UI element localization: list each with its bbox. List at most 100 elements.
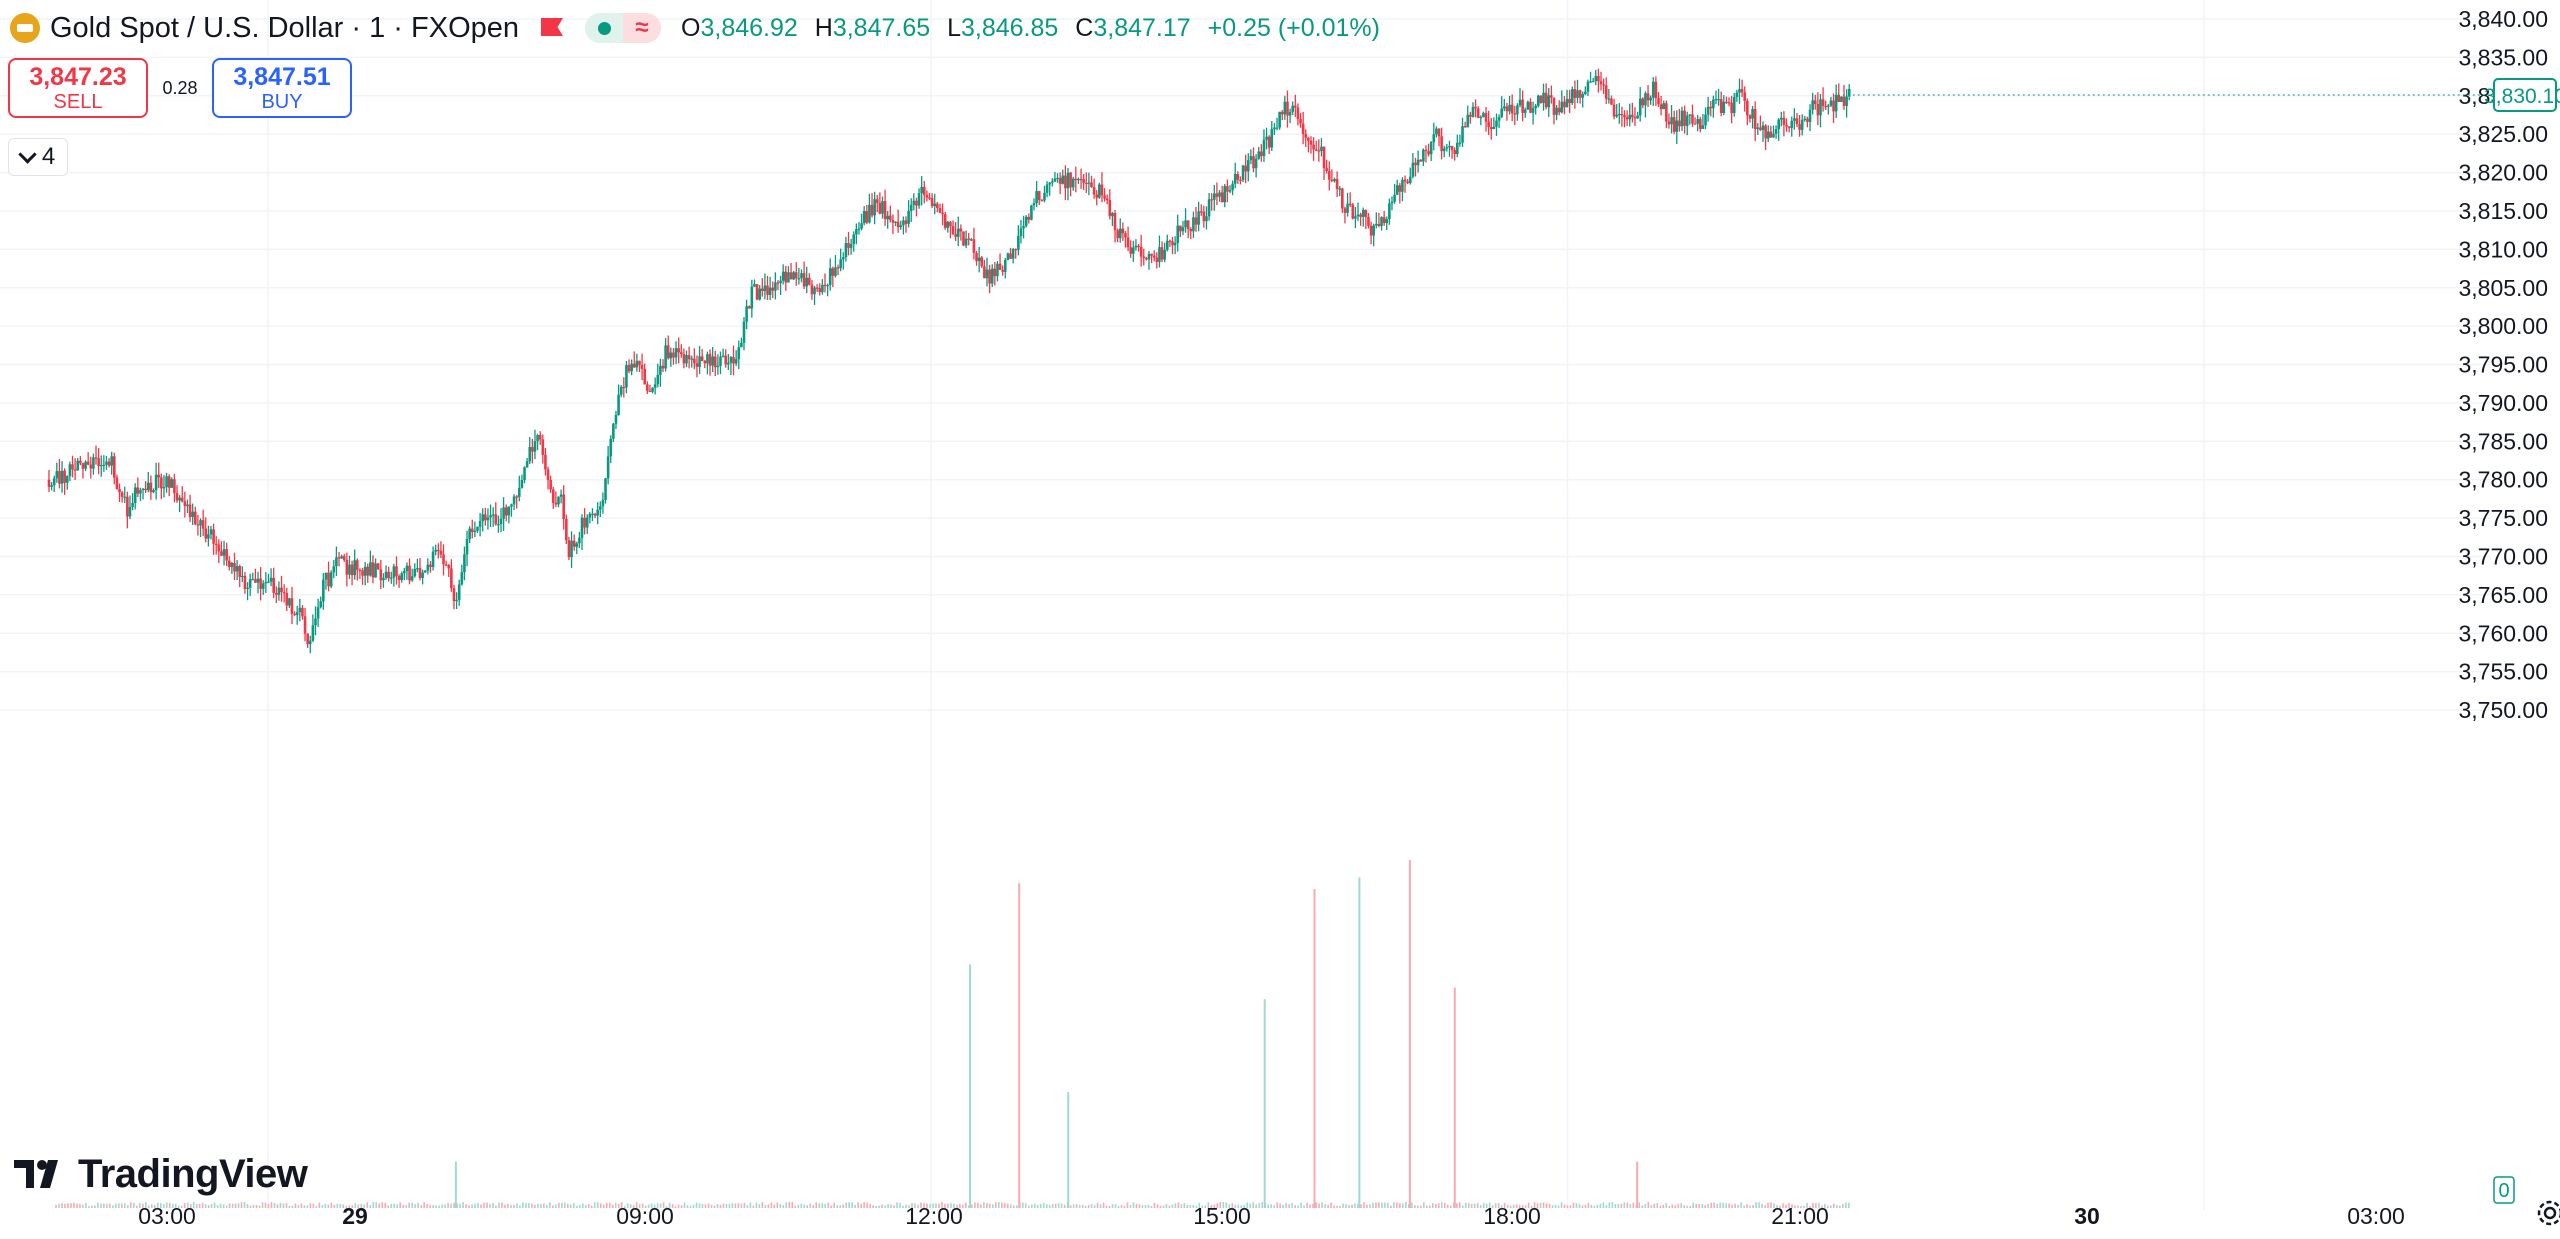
candle-body — [1053, 178, 1057, 182]
volume-bar — [1276, 1202, 1278, 1208]
candle-body — [813, 287, 816, 295]
candle-body — [753, 284, 756, 287]
candle-body — [146, 482, 150, 491]
symbol-title[interactable]: Gold Spot / U.S. Dollar · 1 · FXOpen — [50, 11, 520, 44]
candle-body — [1092, 187, 1096, 195]
price-tick-label: 3,785.00 — [2458, 428, 2548, 454]
candle-body — [504, 507, 508, 516]
price-axis[interactable]: 3,840.003,835.003,830.003,825.003,820.00… — [2458, 0, 2560, 1239]
candle-body — [1589, 81, 1592, 83]
candle-body — [834, 267, 837, 276]
candle-body — [1194, 217, 1198, 225]
indicators-toggle-button[interactable]: 4 — [8, 138, 68, 176]
candle-body — [734, 359, 738, 364]
volume-bar — [471, 1204, 473, 1208]
candle-body — [1552, 97, 1556, 115]
volume-bar — [79, 1203, 81, 1208]
volume-bar — [1228, 1204, 1231, 1208]
candle-body — [1842, 96, 1846, 106]
settings-gear-icon[interactable] — [2532, 1195, 2560, 1231]
candle-body — [133, 487, 137, 504]
volume-bar — [1590, 1204, 1593, 1208]
candle-body — [128, 507, 132, 517]
volume-bar — [1132, 1202, 1135, 1208]
flag-icon[interactable] — [541, 17, 563, 39]
candle-body — [1267, 136, 1271, 148]
volume-bar — [824, 1203, 827, 1208]
volume-bar — [94, 1205, 96, 1208]
volume-bar — [1384, 1202, 1386, 1208]
volume-bar — [818, 1203, 821, 1208]
volume-bar — [617, 1203, 620, 1208]
volume-bar — [1285, 1202, 1287, 1208]
candle-body — [254, 579, 257, 583]
volume-bar — [1273, 1205, 1275, 1208]
candle-body — [959, 228, 963, 232]
volume-bar — [360, 1203, 363, 1208]
candle-body — [1207, 199, 1211, 217]
volume-bar — [788, 1202, 791, 1208]
candle-body — [1322, 146, 1326, 169]
volume-bar — [1339, 1205, 1341, 1208]
sell-button[interactable]: 3,847.23 SELL — [8, 58, 148, 118]
candle-body — [875, 199, 879, 203]
buy-button[interactable]: 3,847.51 BUY — [212, 58, 352, 118]
volume-bar — [908, 1205, 910, 1208]
volume-bar — [174, 1203, 177, 1208]
volume-bar — [153, 1205, 156, 1208]
candle-body — [1307, 137, 1310, 141]
candle-body — [212, 529, 215, 544]
candle-body — [110, 456, 113, 466]
volume-bar — [273, 1202, 276, 1208]
volume-bar — [1420, 1205, 1422, 1208]
tradingview-watermark[interactable]: TradingView — [14, 1152, 308, 1197]
candle-body — [426, 564, 430, 571]
volume-bar — [1491, 1205, 1494, 1208]
candle-body — [917, 193, 921, 206]
candle-body — [570, 540, 573, 558]
candle-body — [447, 565, 451, 569]
volume-bar — [1369, 1204, 1371, 1208]
candle-body — [1233, 173, 1237, 184]
volume-bar — [878, 1205, 880, 1208]
candle-body — [781, 271, 785, 281]
volume-bar — [1548, 1203, 1551, 1208]
candle-body — [1419, 159, 1423, 162]
volume-bar — [914, 1203, 916, 1208]
candle-body — [303, 616, 307, 634]
volume-bar — [1423, 1202, 1425, 1208]
candle-body — [118, 488, 121, 493]
candle-body — [327, 572, 330, 587]
volume-bar — [420, 1205, 422, 1208]
candle-body — [1435, 128, 1438, 135]
volume-bar — [1075, 1204, 1078, 1208]
candle-body — [1408, 176, 1412, 183]
volume-bar — [150, 1204, 153, 1208]
candle-body — [983, 266, 986, 279]
volume-bar — [800, 1203, 803, 1208]
volume-bar — [348, 1205, 351, 1208]
candle-body — [1696, 119, 1699, 124]
volume-bar — [1078, 1204, 1081, 1208]
volume-bar — [680, 1205, 683, 1208]
volume-bar — [1839, 1205, 1841, 1208]
volume-bar — [441, 1204, 443, 1208]
candle-body — [1542, 92, 1545, 104]
candle-body — [369, 562, 372, 576]
volume-bar — [399, 1202, 402, 1208]
candle-body — [1761, 125, 1765, 131]
volume-bar — [689, 1205, 692, 1208]
time-axis[interactable]: 03:00 29 09:00 12:00 15:00 18:00 21:00 30 03:00 — [138, 1203, 2405, 1229]
candle-body — [1610, 98, 1613, 105]
candle-body — [1824, 105, 1828, 108]
candle-body — [248, 579, 252, 588]
volume-bar — [127, 1205, 129, 1208]
candle-body — [941, 212, 944, 215]
volume-bar — [201, 1202, 204, 1208]
candle-body — [1808, 109, 1812, 122]
volume-bar — [462, 1202, 464, 1208]
candle-body — [985, 269, 989, 279]
market-status-pill[interactable]: ≈ — [585, 13, 662, 43]
candle-body — [105, 461, 108, 465]
